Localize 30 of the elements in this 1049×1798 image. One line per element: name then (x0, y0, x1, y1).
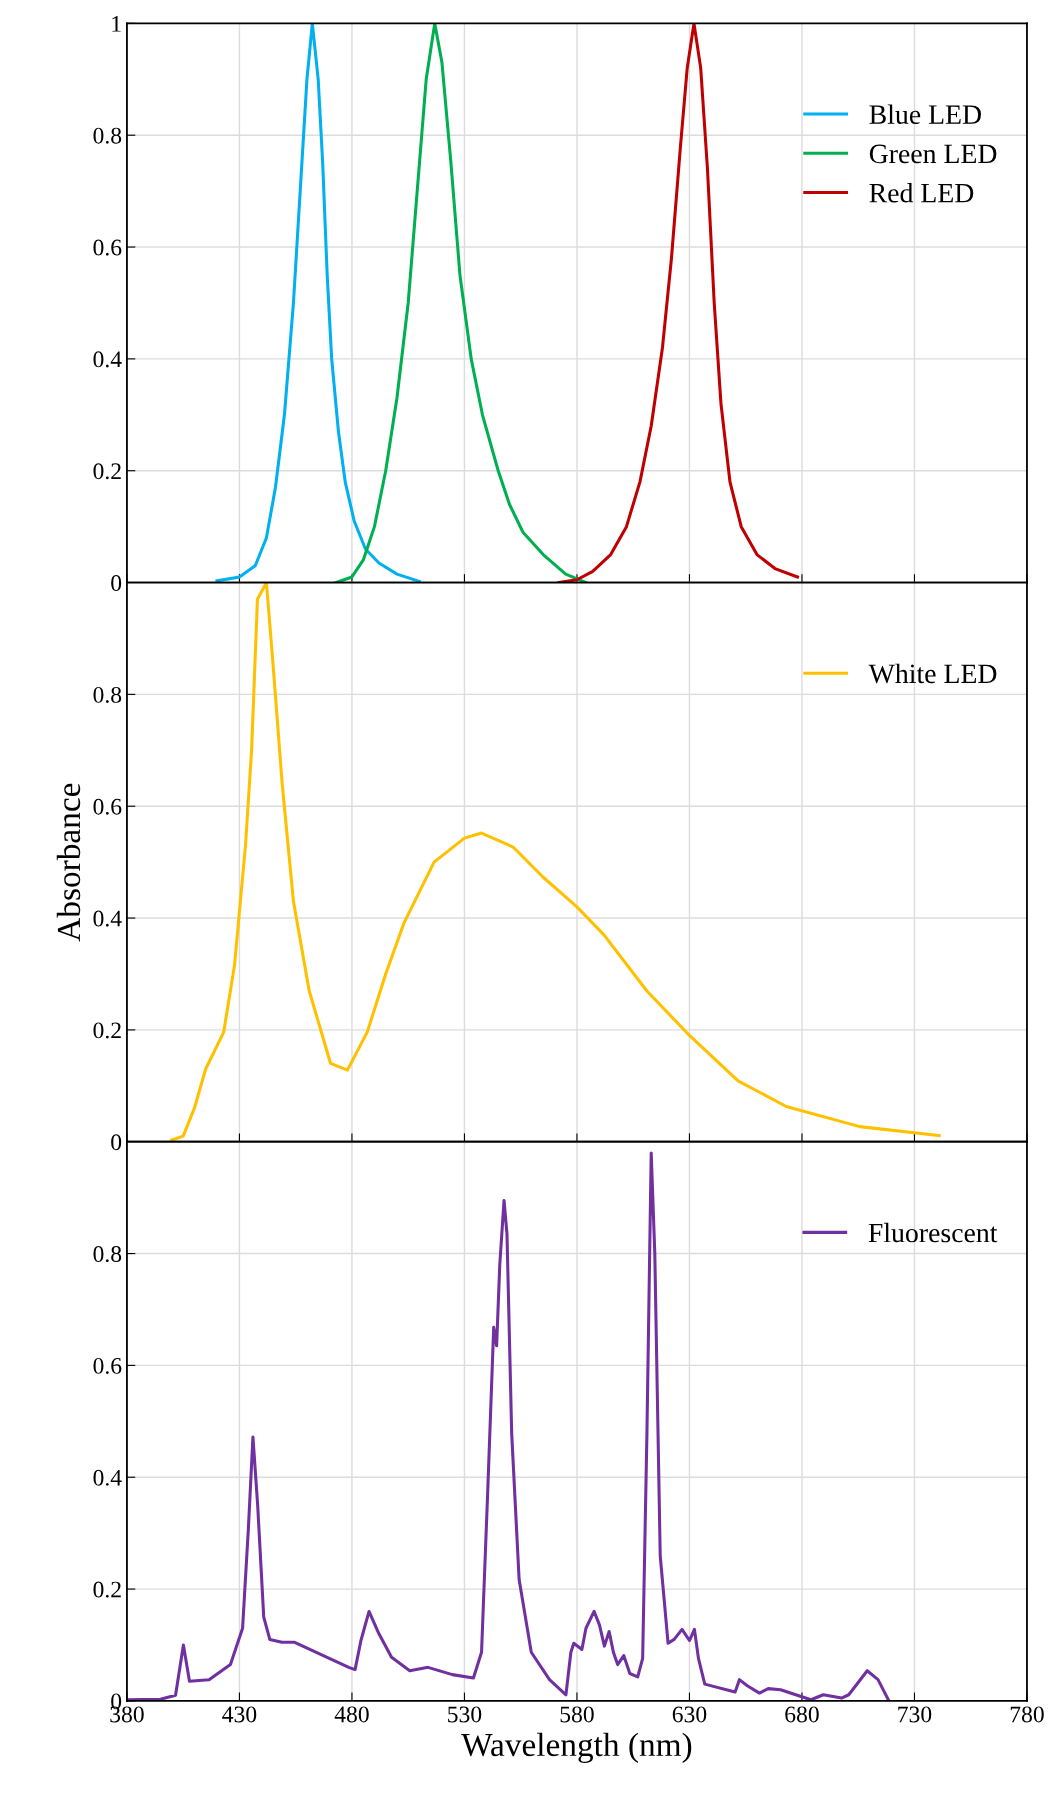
y-tick-label: 0.2 (93, 1581, 121, 1598)
y-tick-label: 0.2 (93, 463, 121, 480)
y-tick-label: 0 (111, 1134, 122, 1151)
x-tick-label: 780 (1010, 1706, 1044, 1723)
x-tick-label: 480 (334, 1706, 369, 1723)
y-tick-label: 0.4 (93, 1469, 122, 1486)
legend-label: Green LED (869, 144, 997, 164)
y-tick-label: 0.4 (93, 351, 122, 368)
y-tick-label: 0.8 (93, 686, 122, 703)
y-tick-label: 0.6 (93, 239, 122, 256)
y-tick-label: 0.4 (93, 910, 122, 927)
x-tick-label: 730 (898, 1706, 932, 1723)
y-axis-title: Absorbance (56, 783, 81, 942)
x-tick-label: 680 (785, 1706, 819, 1723)
y-tick-label: 0 (111, 575, 122, 591)
y-tick-label: 0.6 (93, 798, 122, 815)
legend-label: Red LED (869, 182, 974, 203)
legend-label: Blue LED (869, 104, 981, 125)
x-tick-label: 580 (560, 1706, 594, 1723)
x-tick-label: 530 (448, 1706, 482, 1723)
y-tick-label: 0.8 (93, 1246, 122, 1263)
x-axis-title: Wavelength (nm) (461, 1732, 692, 1764)
y-tick-label: 1 (112, 15, 121, 32)
x-tick-label: 630 (672, 1706, 707, 1723)
y-tick-label: 0.8 (93, 127, 122, 144)
legend-label: Fluorescent (868, 1222, 998, 1243)
y-tick-label: 0.6 (93, 1357, 122, 1374)
legend-label: White LED (868, 663, 997, 684)
y-tick-label: 0.2 (93, 1022, 121, 1039)
x-tick-label: 430 (222, 1706, 257, 1723)
